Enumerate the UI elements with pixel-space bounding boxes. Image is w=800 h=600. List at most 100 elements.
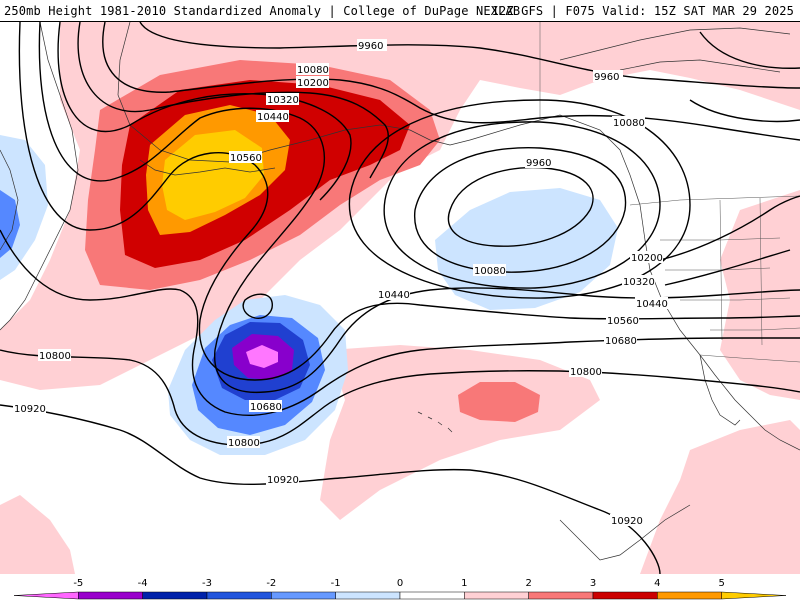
label-10680-b: 10680	[605, 336, 637, 347]
label-10080-c: 10080	[474, 266, 506, 277]
label-10560-a: 10560	[230, 153, 262, 164]
label-9960-b: 9960	[594, 72, 619, 83]
label-10440-a: 10440	[257, 112, 289, 123]
coastline-mexico-south	[559, 504, 691, 561]
label-10920-a: 10920	[14, 404, 46, 415]
contour-10680-trough	[0, 229, 800, 416]
colorbar-ticks: -5 -4 -3 -2 -1 0 1 2 3 4 5	[73, 578, 725, 589]
label-10800-c: 10800	[570, 367, 602, 378]
border-canada-us	[629, 195, 800, 206]
coastline-arctic	[559, 27, 791, 61]
colorbar-swatch	[335, 591, 401, 600]
colorbar-swatch	[657, 591, 722, 600]
colorbar-tick-label: 3	[590, 578, 596, 589]
border-states-2	[665, 267, 771, 271]
border-states-3	[680, 297, 791, 301]
label-10080-a: 10080	[297, 65, 329, 76]
colorbar-swatches	[13, 591, 787, 600]
geography	[0, 22, 800, 561]
coastline-kamchatka	[0, 149, 19, 251]
label-10560-b: 10560	[607, 316, 639, 327]
coastline-mexico	[749, 414, 800, 451]
negative-anomaly-shading	[0, 135, 618, 455]
anomaly-pos1-southeast	[640, 420, 800, 574]
anomaly-neg1-offshore	[435, 188, 618, 310]
label-10680-a: 10680	[250, 402, 282, 413]
label-10800-a: 10800	[39, 351, 71, 362]
coastline-arctic-2	[619, 59, 781, 73]
positive-anomaly-core	[85, 60, 540, 422]
colorbar-swatch	[528, 591, 594, 600]
map-panel: 9960 9960 9960 10080 10080 10080 10200 1…	[0, 22, 800, 574]
label-10920-b: 10920	[267, 475, 299, 486]
contour-10080-north	[102, 22, 800, 141]
border-states-1	[660, 237, 781, 241]
anomaly-neg5-cutoff	[246, 345, 278, 368]
label-10200-b: 10200	[631, 253, 663, 264]
contour-east-10080	[689, 99, 800, 123]
colorbar-swatch	[464, 591, 529, 600]
colorbar-swatch	[13, 591, 79, 600]
contour-goa-10320	[348, 99, 691, 299]
label-10200-a: 10200	[297, 78, 329, 89]
border-states-4	[710, 327, 800, 331]
contour-east-9960	[699, 31, 800, 69]
hawaii-islands	[417, 411, 453, 433]
colorbar-tick-label: 0	[397, 578, 403, 589]
colorbar-swatch	[78, 591, 143, 600]
colorbar-swatch	[592, 591, 658, 600]
label-10800-b: 10800	[228, 438, 260, 449]
colorbar-tick-label: -2	[266, 578, 276, 589]
anomaly-pos1-east	[720, 190, 800, 400]
contour-label-group: 9960 9960 9960 10080 10080 10080 10200 1…	[13, 39, 668, 527]
contour-east-10320	[664, 249, 791, 286]
colorbar-tick-label: 1	[461, 578, 467, 589]
contour-10560-ridge	[18, 22, 800, 381]
colorbar-tick-label: 5	[718, 578, 724, 589]
label-10920-c: 10920	[611, 516, 643, 527]
anomaly-pos1-central	[320, 345, 600, 520]
border-states-6	[759, 197, 763, 346]
label-10080-b: 10080	[613, 118, 645, 129]
contour-10920	[0, 404, 661, 574]
colorbar-swatch	[271, 591, 336, 600]
colorbar-tick-label: -1	[331, 578, 341, 589]
colorbar: -5 -4 -3 -2 -1 0 1 2 3 4 5	[0, 574, 800, 600]
valid-time-label: 12Z GFS | F075 Valid: 15Z SAT MAR 29 202…	[491, 4, 794, 18]
colorbar-tick-label: -4	[138, 578, 148, 589]
coastline-asia	[0, 22, 79, 331]
contour-goa-10080	[414, 147, 627, 273]
contour-goa-10200	[383, 121, 661, 289]
header-bar: 250mb Height 1981-2010 Standardized Anom…	[0, 0, 800, 22]
colorbar-tick-label: 4	[654, 578, 660, 589]
contour-goa-9960	[447, 166, 594, 247]
coastline-alaska	[117, 22, 471, 163]
label-10440-c: 10440	[636, 299, 668, 310]
colorbar-swatch	[399, 591, 465, 600]
contour-cutoff-closed	[242, 293, 273, 319]
coastline-baja	[699, 354, 741, 426]
label-9960-c: 9960	[526, 158, 551, 169]
border-us-mexico	[699, 354, 800, 363]
label-9960-a: 9960	[358, 41, 383, 52]
anomaly-pos1-southwest	[0, 495, 75, 574]
contour-10200-north	[77, 22, 389, 179]
colorbar-tick-label: 2	[525, 578, 531, 589]
label-10320-a: 10320	[267, 95, 299, 106]
chart-title: 250mb Height 1981-2010 Standardized Anom…	[4, 4, 521, 18]
contour-10320-north	[57, 22, 352, 201]
colorbar-swatch	[206, 591, 272, 600]
height-contours	[0, 22, 800, 574]
coastline-aleutians	[139, 159, 276, 176]
label-10320-b: 10320	[623, 277, 655, 288]
colorbar-swatch	[721, 591, 787, 600]
colorbar-tick-label: -3	[202, 578, 212, 589]
map-svg: 9960 9960 9960 10080 10080 10080 10200 1…	[0, 22, 800, 574]
colorbar-swatch	[142, 591, 208, 600]
contour-9960-north	[139, 22, 800, 89]
contour-10800	[0, 349, 800, 446]
coastline-pacific-nw	[469, 114, 751, 416]
label-10440-b: 10440	[378, 290, 410, 301]
anomaly-pos2-hawaii	[458, 382, 540, 422]
